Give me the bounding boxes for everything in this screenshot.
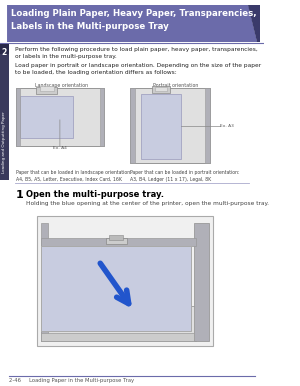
FancyBboxPatch shape [41,246,191,331]
FancyBboxPatch shape [41,238,196,246]
FancyBboxPatch shape [16,88,104,146]
FancyBboxPatch shape [41,223,48,341]
Text: 1: 1 [16,190,23,200]
FancyBboxPatch shape [0,44,9,54]
Text: Loading Plain Paper, Heavy Paper, Transparencies, or: Loading Plain Paper, Heavy Paper, Transp… [11,9,270,18]
Text: Perform the following procedure to load plain paper, heavy paper, transparencies: Perform the following procedure to load … [15,47,258,59]
Polygon shape [248,5,260,42]
FancyBboxPatch shape [155,87,167,91]
FancyBboxPatch shape [130,88,210,163]
Text: Portrait orientation: Portrait orientation [153,83,199,88]
FancyBboxPatch shape [36,87,57,94]
FancyBboxPatch shape [16,88,20,146]
FancyBboxPatch shape [141,94,182,159]
Text: Ex. A3: Ex. A3 [220,124,234,128]
Text: 2: 2 [2,48,7,57]
Text: Load paper in portrait or landscape orientation. Depending on the size of the pa: Load paper in portrait or landscape orie… [15,63,261,75]
FancyBboxPatch shape [37,216,213,346]
FancyBboxPatch shape [41,333,194,341]
FancyBboxPatch shape [100,88,104,146]
Text: Holding the blue opening at the center of the printer, open the multi-purpose tr: Holding the blue opening at the center o… [26,201,269,206]
Text: Loading and Outputting Paper: Loading and Outputting Paper [2,111,6,173]
Text: Open the multi-purpose tray.: Open the multi-purpose tray. [26,190,164,199]
FancyBboxPatch shape [20,96,73,138]
FancyBboxPatch shape [40,86,54,91]
FancyBboxPatch shape [109,235,123,240]
FancyBboxPatch shape [106,238,127,244]
Text: Ex. A4: Ex. A4 [53,146,67,150]
FancyBboxPatch shape [0,44,9,180]
Text: Paper that can be loaded in landscape orientation:
A4, B5, A5, Letter, Executive: Paper that can be loaded in landscape or… [16,170,131,181]
Text: Paper that can be loaded in portrait orientation:
A3, B4, Ledger (11 x 17), Lega: Paper that can be loaded in portrait ori… [130,170,240,181]
FancyBboxPatch shape [41,306,196,341]
Polygon shape [7,5,257,42]
FancyBboxPatch shape [194,223,209,341]
FancyBboxPatch shape [130,88,135,163]
Text: Labels in the Multi-purpose Tray: Labels in the Multi-purpose Tray [11,22,168,31]
FancyBboxPatch shape [152,86,170,93]
Text: Landscape orientation: Landscape orientation [35,83,88,88]
FancyBboxPatch shape [205,88,210,163]
Text: 2-46     Loading Paper in the Multi-purpose Tray: 2-46 Loading Paper in the Multi-purpose … [9,378,134,383]
